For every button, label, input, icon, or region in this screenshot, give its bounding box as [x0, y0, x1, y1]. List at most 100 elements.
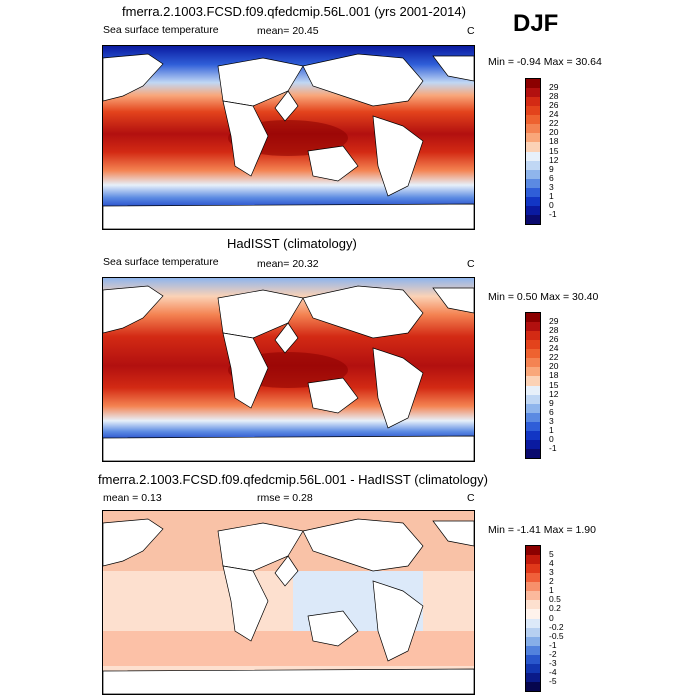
- panel1-variable: Sea surface temperature: [103, 24, 219, 36]
- colorbar-swatch: [526, 546, 540, 556]
- colorbar-tick-label: 15: [549, 379, 559, 390]
- panel3-rmse: rmse = 0.28: [257, 492, 313, 504]
- panel2-title: HadISST (climatology): [227, 236, 357, 251]
- colorbar-swatch: [526, 439, 540, 449]
- colorbar-swatch: [526, 627, 540, 637]
- panel1-mean: mean= 20.45: [257, 25, 319, 37]
- panel3-minmax: Min = -1.41 Max = 1.90: [488, 524, 596, 536]
- colorbar-tick-label: 6: [549, 172, 554, 183]
- colorbar-tick-label: 18: [549, 136, 559, 147]
- colorbar-swatch: [526, 115, 540, 125]
- colorbar-tick-label: -1: [549, 208, 557, 219]
- panel2-colorbar: [525, 312, 541, 459]
- colorbar-tick-label: 3: [549, 181, 554, 192]
- colorbar-tick-label: -0.2: [549, 621, 564, 632]
- panel1-title: fmerra.2.1003.FCSD.f09.qfedcmip.56L.001 …: [122, 4, 466, 19]
- colorbar-swatch: [526, 672, 540, 682]
- colorbar-tick-label: 5: [549, 549, 554, 560]
- colorbar-swatch: [526, 555, 540, 565]
- colorbar-tick-label: 12: [549, 154, 559, 165]
- colorbar-tick-label: 20: [549, 127, 559, 138]
- colorbar-swatch: [526, 313, 540, 323]
- colorbar-swatch: [526, 394, 540, 404]
- panel1-units: C: [467, 25, 475, 37]
- colorbar-tick-label: 0.2: [549, 603, 561, 614]
- colorbar-tick-label: -4: [549, 666, 557, 677]
- colorbar-swatch: [526, 564, 540, 574]
- colorbar-swatch: [526, 187, 540, 197]
- panel3-colorbar: [525, 545, 541, 692]
- season-label: DJF: [513, 10, 559, 37]
- colorbar-swatch: [526, 124, 540, 134]
- colorbar-swatch: [526, 178, 540, 188]
- colorbar-swatch: [526, 376, 540, 386]
- colorbar-swatch: [526, 106, 540, 116]
- colorbar-tick-label: -5: [549, 675, 557, 686]
- colorbar-tick-label: 24: [549, 109, 559, 120]
- colorbar-swatch: [526, 205, 540, 215]
- colorbar-swatch: [526, 600, 540, 610]
- colorbar-swatch: [526, 214, 540, 224]
- colorbar-tick-label: -1: [549, 639, 557, 650]
- colorbar-swatch: [526, 142, 540, 152]
- colorbar-swatch: [526, 331, 540, 341]
- colorbar-tick-label: 3: [549, 415, 554, 426]
- colorbar-swatch: [526, 79, 540, 89]
- panel3-title: fmerra.2.1003.FCSD.f09.qfedcmip.56L.001 …: [98, 472, 488, 487]
- colorbar-tick-label: 18: [549, 370, 559, 381]
- colorbar-swatch: [526, 591, 540, 601]
- panel2-minmax: Min = 0.50 Max = 30.40: [488, 291, 599, 303]
- colorbar-tick-label: 1: [549, 424, 554, 435]
- colorbar-swatch: [526, 196, 540, 206]
- panel1-colorbar: [525, 78, 541, 225]
- colorbar-swatch: [526, 367, 540, 377]
- colorbar-tick-label: 9: [549, 163, 554, 174]
- colorbar-swatch: [526, 358, 540, 368]
- colorbar-tick-label: 22: [549, 118, 559, 129]
- colorbar-tick-label: -2: [549, 648, 557, 659]
- colorbar-tick-label: 26: [549, 334, 559, 345]
- colorbar-swatch: [526, 151, 540, 161]
- colorbar-swatch: [526, 97, 540, 107]
- panel2-units: C: [467, 258, 475, 270]
- colorbar-tick-label: -0.5: [549, 630, 564, 641]
- panel3-map: [102, 510, 475, 695]
- colorbar-tick-label: 0: [549, 433, 554, 444]
- colorbar-swatch: [526, 618, 540, 628]
- colorbar-swatch: [526, 636, 540, 646]
- colorbar-swatch: [526, 448, 540, 458]
- colorbar-swatch: [526, 412, 540, 422]
- colorbar-tick-label: 6: [549, 406, 554, 417]
- colorbar-swatch: [526, 582, 540, 592]
- colorbar-tick-label: 28: [549, 91, 559, 102]
- colorbar-swatch: [526, 160, 540, 170]
- colorbar-tick-label: 9: [549, 397, 554, 408]
- colorbar-tick-label: 29: [549, 82, 559, 93]
- panel1-map: [102, 45, 475, 230]
- colorbar-tick-label: -3: [549, 657, 557, 668]
- colorbar-tick-label: 20: [549, 361, 559, 372]
- colorbar-swatch: [526, 654, 540, 664]
- colorbar-tick-label: 2: [549, 576, 554, 587]
- colorbar-tick-label: 3: [549, 567, 554, 578]
- colorbar-tick-label: 24: [549, 343, 559, 354]
- colorbar-tick-label: 1: [549, 585, 554, 596]
- colorbar-swatch: [526, 421, 540, 431]
- colorbar-swatch: [526, 133, 540, 143]
- colorbar-swatch: [526, 385, 540, 395]
- colorbar-tick-label: 29: [549, 316, 559, 327]
- panel3-mean: mean = 0.13: [103, 492, 162, 504]
- colorbar-swatch: [526, 88, 540, 98]
- colorbar-swatch: [526, 430, 540, 440]
- colorbar-swatch: [526, 340, 540, 350]
- colorbar-swatch: [526, 403, 540, 413]
- colorbar-swatch: [526, 609, 540, 619]
- colorbar-swatch: [526, 681, 540, 691]
- colorbar-swatch: [526, 322, 540, 332]
- panel2-mean: mean= 20.32: [257, 258, 319, 270]
- colorbar-swatch: [526, 573, 540, 583]
- colorbar-tick-label: 26: [549, 100, 559, 111]
- colorbar-swatch: [526, 663, 540, 673]
- colorbar-swatch: [526, 169, 540, 179]
- colorbar-swatch: [526, 349, 540, 359]
